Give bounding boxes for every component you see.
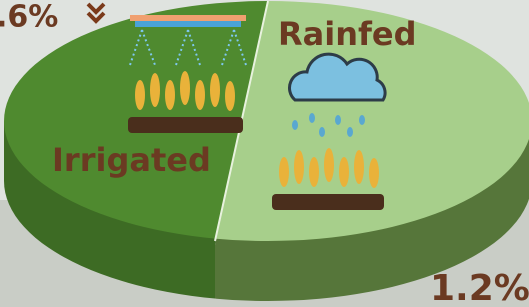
irrigated-label: Irrigated bbox=[52, 141, 211, 179]
infographic: .6% Rainfed Irrigated 1.2% bbox=[0, 0, 529, 307]
rainfed-label: Rainfed bbox=[278, 15, 417, 53]
pie-top bbox=[4, 1, 529, 241]
top-left-label: .6% bbox=[0, 0, 58, 35]
bottom-right-label: 1.2% bbox=[430, 268, 529, 307]
